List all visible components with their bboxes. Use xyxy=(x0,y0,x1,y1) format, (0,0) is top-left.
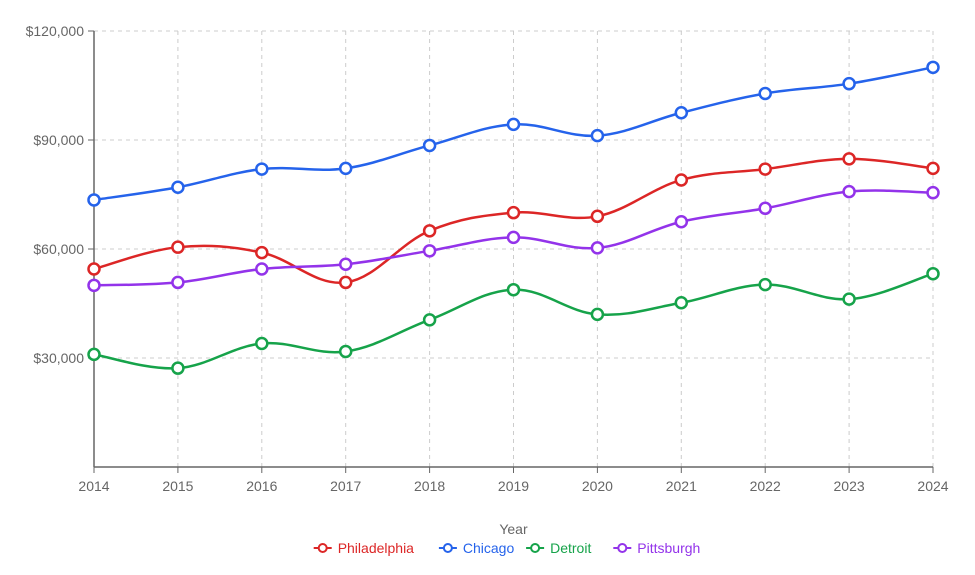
data-point-philadelphia[interactable] xyxy=(674,173,689,187)
data-point-chicago[interactable] xyxy=(842,76,856,91)
x-tick-label: 2017 xyxy=(330,478,361,494)
y-tick-label: $30,000 xyxy=(33,350,84,366)
data-point-detroit[interactable] xyxy=(422,313,437,327)
data-point-chicago[interactable] xyxy=(87,193,101,207)
legend-label: Pittsburgh xyxy=(637,540,700,556)
data-point-detroit[interactable] xyxy=(926,266,940,281)
data-point-detroit[interactable] xyxy=(87,347,101,362)
legend-swatch-marker xyxy=(317,543,328,553)
legend-item-detroit[interactable]: Detroit xyxy=(526,540,591,556)
x-tick-label: 2023 xyxy=(834,478,865,494)
data-point-pittsburgh[interactable] xyxy=(87,278,101,293)
data-point-chicago[interactable] xyxy=(338,161,353,176)
x-tick-label: 2018 xyxy=(414,478,445,494)
data-points xyxy=(87,60,940,375)
x-tick-label: 2015 xyxy=(162,478,193,494)
data-point-pittsburgh[interactable] xyxy=(842,184,856,199)
grid xyxy=(93,30,934,467)
data-point-philadelphia[interactable] xyxy=(255,245,269,260)
data-point-philadelphia[interactable] xyxy=(171,240,185,254)
data-point-detroit[interactable] xyxy=(506,282,521,297)
data-point-pittsburgh[interactable] xyxy=(338,257,353,272)
data-point-pittsburgh[interactable] xyxy=(590,241,605,255)
y-tick-label: $120,000 xyxy=(26,23,85,39)
data-point-philadelphia[interactable] xyxy=(758,162,772,176)
data-point-detroit[interactable] xyxy=(674,296,689,310)
data-point-chicago[interactable] xyxy=(590,128,605,143)
data-point-detroit[interactable] xyxy=(338,344,353,359)
x-tick-label: 2021 xyxy=(666,478,697,494)
data-point-philadelphia[interactable] xyxy=(87,262,101,276)
data-point-pittsburgh[interactable] xyxy=(255,262,269,276)
data-point-chicago[interactable] xyxy=(758,86,772,101)
data-point-detroit[interactable] xyxy=(590,307,605,322)
legend-swatch-marker xyxy=(617,543,628,553)
legend-label: Chicago xyxy=(463,540,515,556)
data-point-chicago[interactable] xyxy=(674,106,689,120)
legend-label: Detroit xyxy=(550,540,591,556)
x-tick-label: 2019 xyxy=(498,478,529,494)
x-axis-title: Year xyxy=(499,521,528,537)
data-point-detroit[interactable] xyxy=(171,361,185,375)
data-point-chicago[interactable] xyxy=(926,60,940,75)
axes: $30,000 $60,000 $90,000 $120,000 2014 2015 201… xyxy=(26,23,949,494)
data-point-pittsburgh[interactable] xyxy=(171,275,185,290)
data-point-chicago[interactable] xyxy=(171,180,185,194)
data-point-detroit[interactable] xyxy=(758,277,772,292)
data-point-philadelphia[interactable] xyxy=(422,224,437,238)
data-point-chicago[interactable] xyxy=(422,138,437,153)
legend-label: Philadelphia xyxy=(338,540,414,556)
data-point-chicago[interactable] xyxy=(255,162,269,176)
data-point-chicago[interactable] xyxy=(506,117,521,132)
data-point-philadelphia[interactable] xyxy=(506,205,521,220)
x-tick-label: 2024 xyxy=(917,478,948,494)
legend-item-pittsburgh[interactable]: Pittsburgh xyxy=(613,540,700,556)
x-tick-label: 2016 xyxy=(246,478,277,494)
data-point-detroit[interactable] xyxy=(255,336,269,351)
data-point-philadelphia[interactable] xyxy=(338,275,353,290)
data-point-detroit[interactable] xyxy=(842,292,856,306)
data-point-pittsburgh[interactable] xyxy=(506,230,521,245)
data-point-pittsburgh[interactable] xyxy=(674,215,689,229)
legend: Philadelphia Chicago Detroit Pittsburgh xyxy=(313,540,700,556)
data-point-pittsburgh[interactable] xyxy=(422,244,437,258)
x-tick-label: 2014 xyxy=(78,478,109,494)
legend-item-philadelphia[interactable]: Philadelphia xyxy=(313,540,414,556)
x-tick-label: 2020 xyxy=(582,478,613,494)
data-point-philadelphia[interactable] xyxy=(590,209,605,224)
data-point-pittsburgh[interactable] xyxy=(758,201,772,216)
legend-item-chicago[interactable]: Chicago xyxy=(438,540,515,556)
y-tick-label: $90,000 xyxy=(33,132,84,148)
data-point-philadelphia[interactable] xyxy=(926,161,940,176)
data-point-pittsburgh[interactable] xyxy=(926,185,940,200)
x-tick-label: 2022 xyxy=(750,478,781,494)
legend-swatch-marker xyxy=(530,543,541,553)
y-tick-label: $60,000 xyxy=(33,241,84,257)
data-point-philadelphia[interactable] xyxy=(842,152,856,166)
legend-swatch-marker xyxy=(442,543,453,553)
